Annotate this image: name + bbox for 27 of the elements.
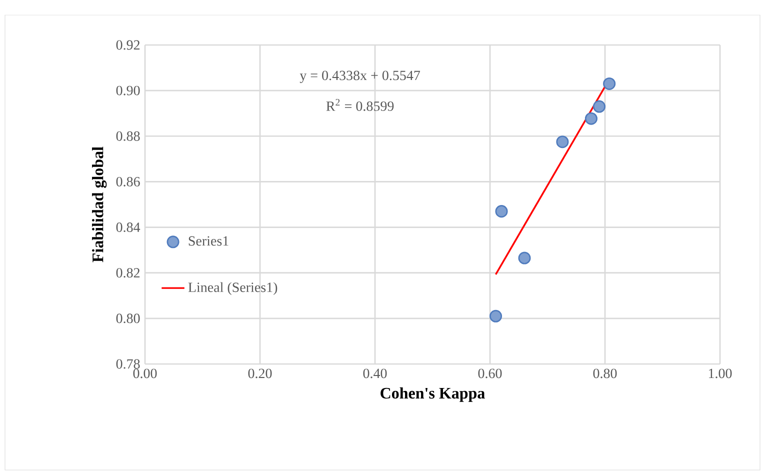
y-tick-label: 0.90 [116, 86, 140, 96]
point [584, 112, 598, 125]
x-tick-label: 1.00 [708, 368, 732, 378]
y-tick-label: 0.88 [116, 131, 140, 141]
point [603, 77, 616, 90]
point [489, 310, 502, 322]
y-tick-label: 0.84 [116, 222, 140, 232]
x-tick-label: 0.80 [593, 368, 617, 378]
point [592, 100, 606, 113]
x-axis-title: Cohen's Kappa [380, 387, 485, 402]
point [556, 136, 569, 148]
legend-label: Series1 [188, 236, 228, 246]
y-tick-label: 0.86 [116, 176, 140, 186]
x-tick-label: 0.60 [478, 368, 502, 378]
x-tick-label: 0.40 [363, 368, 387, 378]
x-tick-label: 0.00 [133, 368, 157, 378]
annotation: y = 0.4338x + 0.5547 [300, 70, 420, 84]
y-tick-label: 0.78 [116, 359, 140, 369]
y-tick-label: 0.82 [116, 268, 140, 278]
x-tick-label: 0.20 [248, 368, 272, 378]
y-tick-label: 0.92 [116, 40, 140, 50]
point [495, 205, 508, 218]
point [518, 252, 531, 264]
legend-label: Lineal (Series1) [188, 282, 278, 295]
annotation: R$^{2}$ = 0.8599 [326, 98, 394, 111]
y-tick-label: 0.80 [116, 314, 140, 324]
y-axis-title: Fiabilidad global [92, 146, 107, 262]
